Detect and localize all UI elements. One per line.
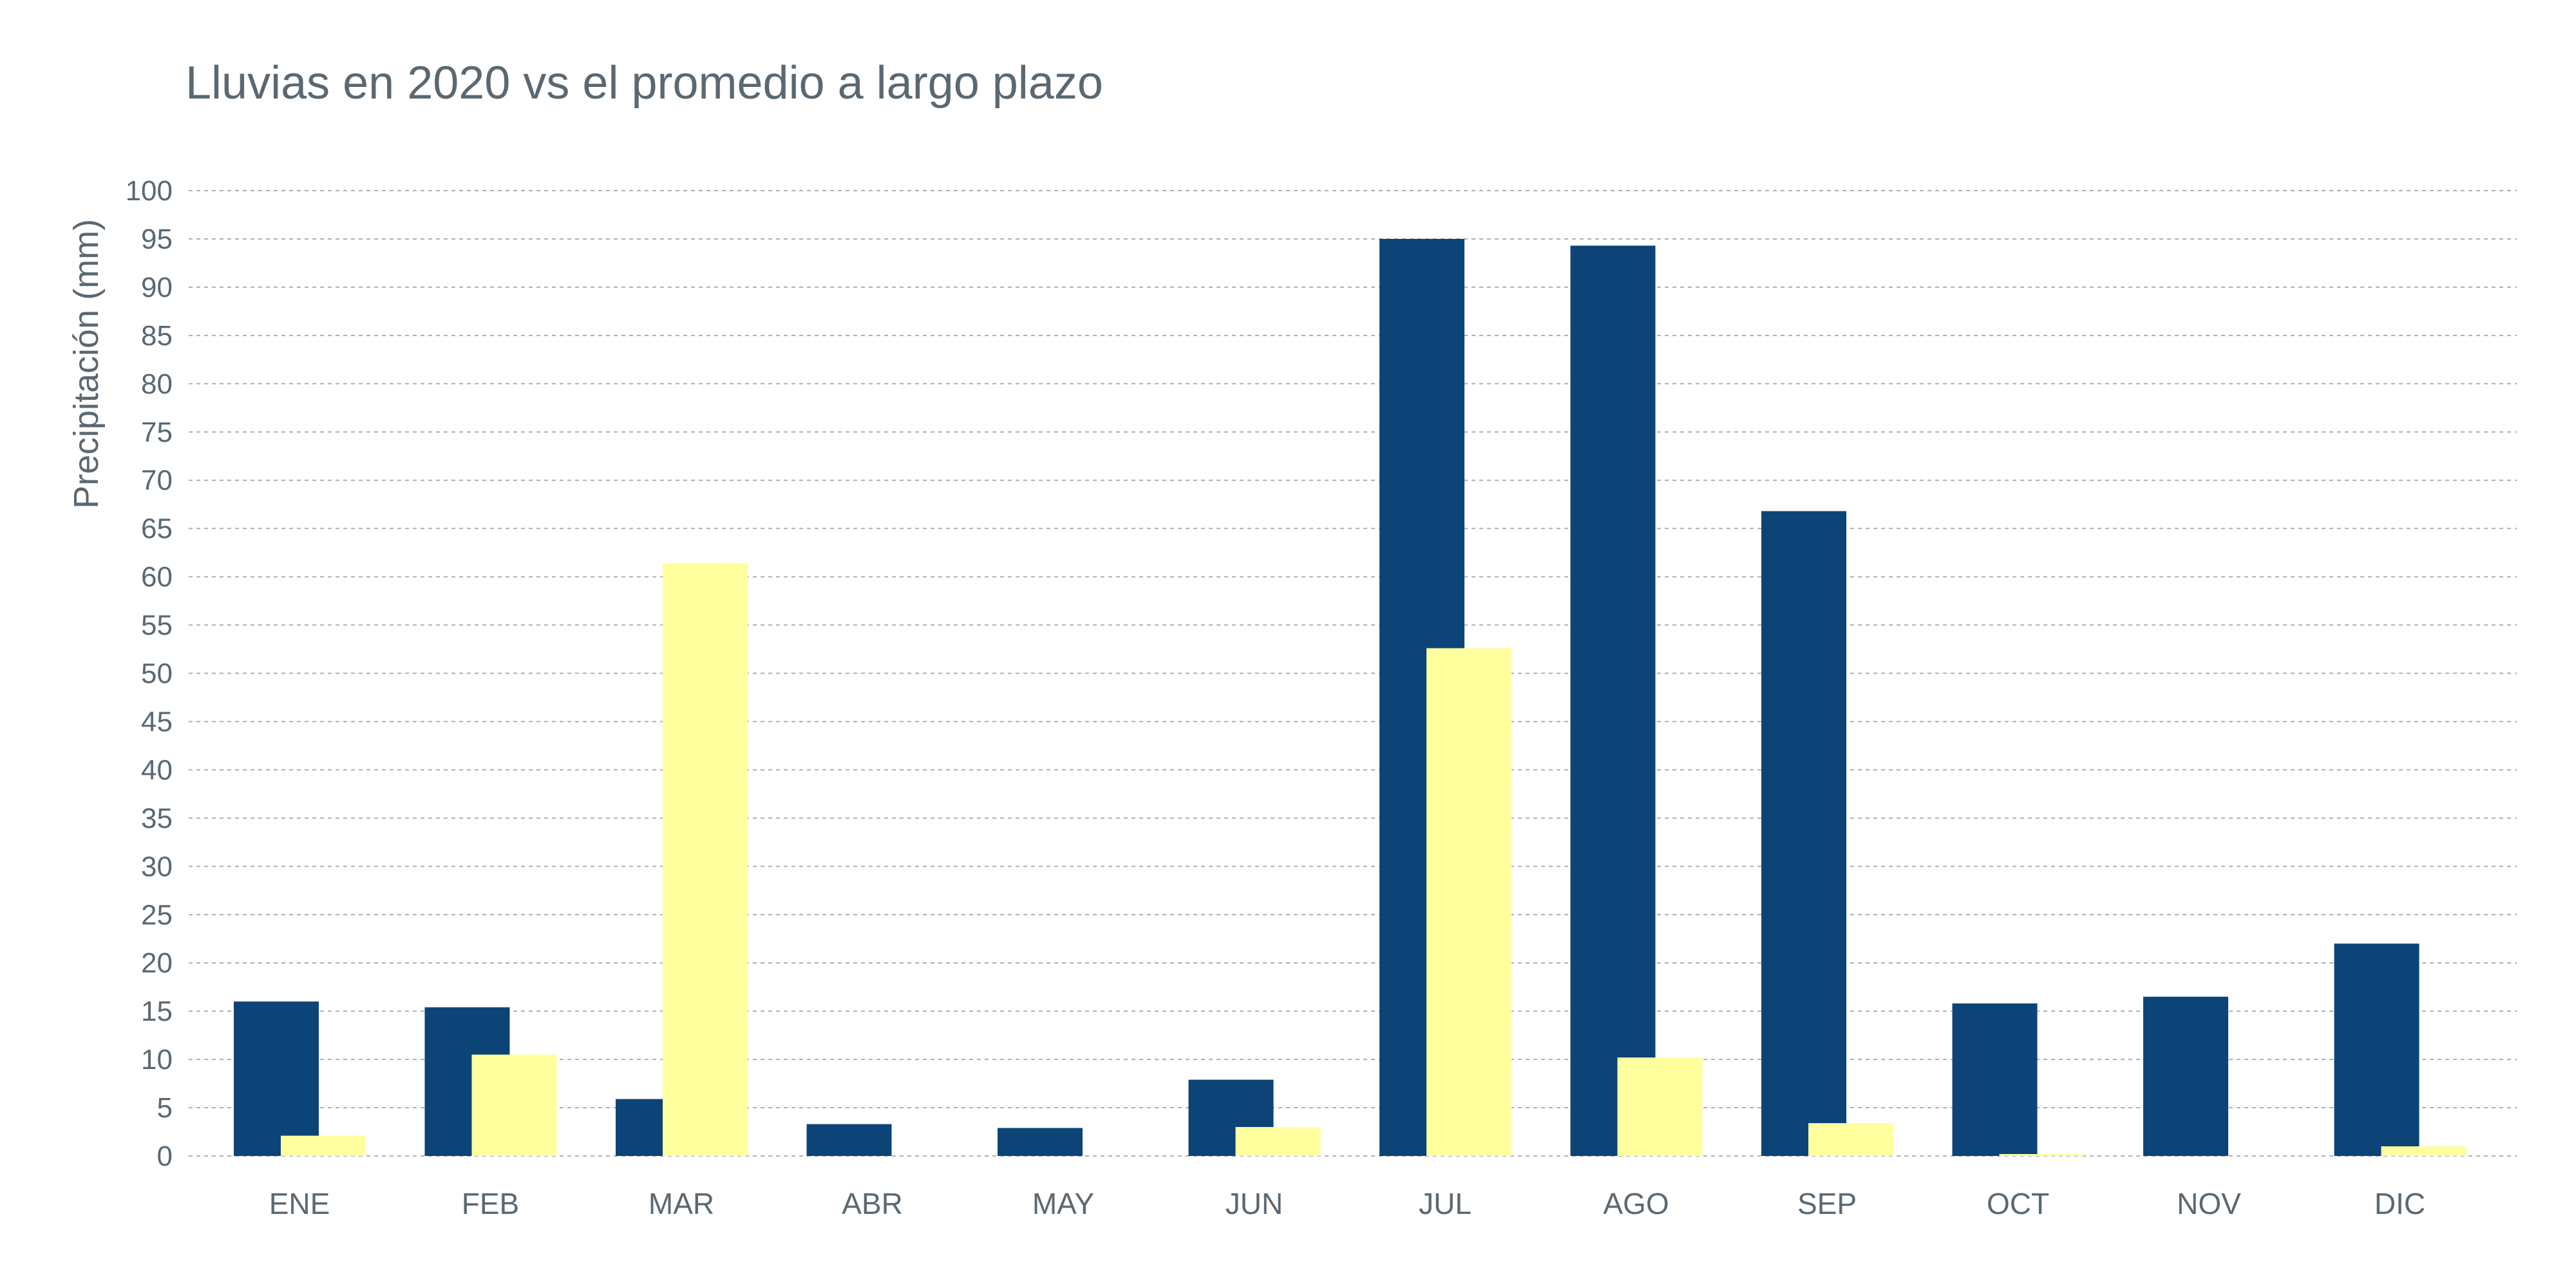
y-tick-label: 100 <box>126 175 173 207</box>
y-tick-label: 80 <box>141 368 173 400</box>
y-tick-label: 5 <box>157 1092 173 1124</box>
y-tick-label: 90 <box>141 272 173 303</box>
x-tick-label-ene: ENE <box>269 1187 330 1220</box>
x-tick-label-ago: AGO <box>1603 1187 1669 1220</box>
bar-jun-series-2 <box>1235 1127 1321 1156</box>
x-tick-label-jul: JUL <box>1419 1187 1472 1220</box>
x-tick-label-may: MAY <box>1032 1187 1094 1220</box>
y-tick-label: 55 <box>141 610 173 641</box>
x-axis-ticks: ENE FEB MAR ABR MAY JUN JUL AGO SEP OCT NOV DIC <box>269 1187 2425 1220</box>
y-tick-label: 75 <box>141 417 173 448</box>
y-tick-label: 20 <box>141 947 173 979</box>
y-tick-label: 85 <box>141 320 173 352</box>
y-tick-label: 35 <box>141 802 173 834</box>
y-tick-label: 65 <box>141 513 173 545</box>
y-tick-label: 30 <box>141 851 173 882</box>
y-tick-label: 40 <box>141 754 173 786</box>
bar-nov-series-1 <box>2143 996 2228 1156</box>
x-tick-label-oct: OCT <box>1987 1187 2049 1220</box>
grid-lines <box>189 190 2517 1157</box>
y-tick-label: 10 <box>141 1044 173 1075</box>
bar-dic-series-2 <box>2381 1146 2467 1156</box>
bar-abr-series-1 <box>806 1124 892 1156</box>
bar-oct-series-1 <box>1952 1003 2038 1156</box>
bar-feb-series-2 <box>471 1054 557 1156</box>
y-tick-label: 45 <box>141 706 173 737</box>
bar-ene-series-1 <box>234 1001 319 1156</box>
bar-sep-series-2 <box>1808 1123 1893 1156</box>
y-axis-ticks: 0 5 10 15 20 25 30 35 40 45 50 55 60 65 70 75 80 85 90 95 10… <box>126 175 173 1172</box>
y-axis-label: Precipitación (mm) <box>67 219 106 509</box>
x-tick-label-sep: SEP <box>1797 1187 1857 1220</box>
x-tick-label-nov: NOV <box>2177 1187 2241 1220</box>
x-tick-label-dic: DIC <box>2374 1187 2425 1220</box>
y-tick-label: 50 <box>141 658 173 690</box>
bar-jul-series-2 <box>1426 648 1511 1156</box>
chart-title: Lluvias en 2020 vs el promedio a largo p… <box>185 57 1103 109</box>
y-tick-label: 70 <box>141 465 173 497</box>
bars <box>234 238 2467 1157</box>
y-tick-label: 0 <box>157 1141 173 1172</box>
bar-may-series-1 <box>998 1128 1083 1156</box>
bar-dic-series-1 <box>2334 943 2420 1156</box>
x-tick-label-jun: JUN <box>1226 1187 1283 1220</box>
bar-oct-series-2 <box>1999 1154 2085 1156</box>
y-tick-label: 95 <box>141 223 173 255</box>
y-tick-label: 15 <box>141 996 173 1027</box>
x-tick-label-abr: ABR <box>842 1187 903 1220</box>
y-tick-label: 60 <box>141 562 173 593</box>
bar-ago-series-2 <box>1617 1057 1703 1156</box>
bar-ago-series-1 <box>1570 245 1656 1156</box>
bar-sep-series-1 <box>1761 511 1846 1156</box>
x-tick-label-mar: MAR <box>649 1187 714 1220</box>
bar-mar-series-2 <box>663 563 748 1156</box>
y-tick-label: 25 <box>141 899 173 931</box>
x-tick-label-feb: FEB <box>462 1187 519 1220</box>
bar-ene-series-2 <box>281 1135 366 1156</box>
